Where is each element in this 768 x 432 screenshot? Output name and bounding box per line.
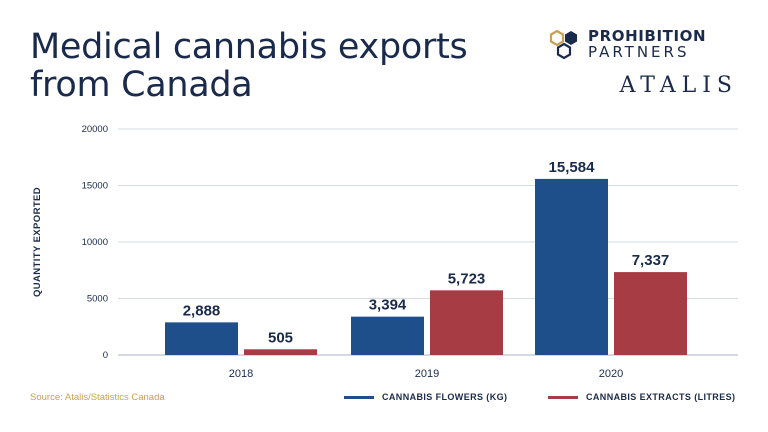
data-label-flowers-2020: 15,584 xyxy=(549,159,596,176)
brand-partners: PARTNERS xyxy=(588,43,690,61)
legend-item-extracts: CANNABIS EXTRACTS (LITRES) xyxy=(548,388,735,406)
bar-flowers-2019 xyxy=(351,316,424,355)
bar-flowers-2020 xyxy=(535,178,608,355)
legend-swatch-extracts xyxy=(548,395,578,399)
brand-logos: PROHIBITION PARTNERS ATALIS xyxy=(548,28,738,100)
title-line-1: Medical cannabis exports xyxy=(30,27,468,67)
data-label-extracts-2018: 505 xyxy=(268,329,293,346)
data-label-extracts-2019: 5,723 xyxy=(448,270,486,287)
x-axis-ticks: 2018 2019 2020 xyxy=(229,368,623,380)
y-tick-label: 15000 xyxy=(82,181,108,192)
chart-title: Medical cannabis exports from Canada xyxy=(30,28,550,104)
x-tick-label-2018: 2018 xyxy=(229,368,253,380)
data-label-flowers-2018: 2,888 xyxy=(183,302,221,319)
data-label-extracts-2020: 7,337 xyxy=(632,252,670,269)
source-note: Source: Atalis/Statistics Canada xyxy=(30,392,165,403)
y-tick-label: 0 xyxy=(103,350,108,361)
title-line-2: from Canada xyxy=(30,65,253,105)
legend-item-flowers: CANNABIS FLOWERS (KG) xyxy=(344,388,507,406)
bars: 2,888 505 3,394 5,723 15,584 7,337 xyxy=(165,159,687,355)
y-axis-ticks: 0 5000 10000 15000 20000 xyxy=(82,124,108,361)
y-tick-label: 10000 xyxy=(82,237,108,248)
legend-swatch-flowers xyxy=(344,395,374,399)
brand-prohibition: PROHIBITION xyxy=(588,27,707,45)
data-label-flowers-2019: 3,394 xyxy=(369,297,407,314)
bar-extracts-2018 xyxy=(244,349,317,355)
legend-label-flowers: CANNABIS FLOWERS (KG) xyxy=(382,392,508,402)
x-tick-label-2020: 2020 xyxy=(599,368,623,380)
y-axis-label: QUANTITY EXPORTED xyxy=(32,187,43,297)
legend-label-extracts: CANNABIS EXTRACTS (LITRES) xyxy=(586,392,736,402)
y-tick-label: 5000 xyxy=(87,294,108,305)
bar-extracts-2019 xyxy=(430,290,503,355)
hexagon-logo-icon xyxy=(549,29,577,59)
bar-extracts-2020 xyxy=(614,272,687,355)
bar-chart: 0 5000 10000 15000 20000 2,888 505 3,394 5,723 1… xyxy=(32,124,738,380)
y-tick-label: 20000 xyxy=(82,124,108,135)
prohibition-partners-logo: PROHIBITION PARTNERS xyxy=(548,28,738,61)
x-tick-label-2019: 2019 xyxy=(415,368,439,380)
atalis-logo: ATALIS xyxy=(619,73,738,98)
bar-flowers-2018 xyxy=(165,322,238,355)
